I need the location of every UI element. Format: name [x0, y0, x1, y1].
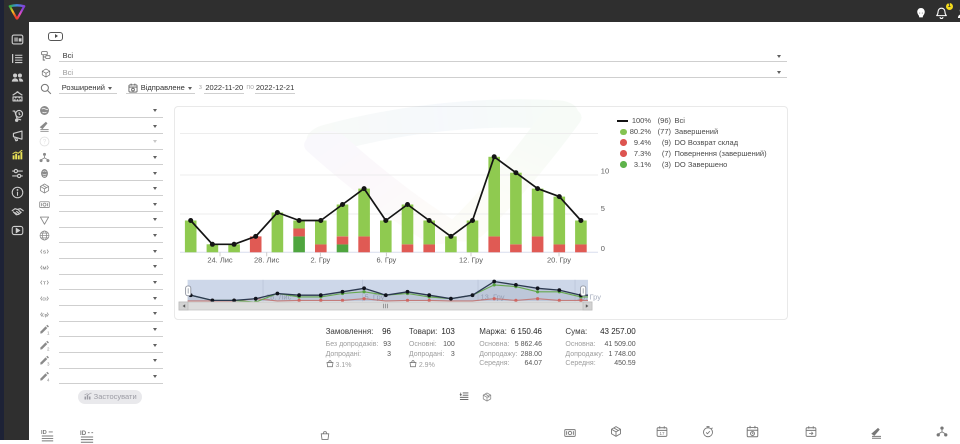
svg-text:12. Гру: 12. Гру	[459, 256, 483, 265]
svg-text:Ct: Ct	[42, 296, 47, 301]
svg-text:17: 17	[659, 431, 665, 436]
svg-text:28. Лис: 28. Лис	[254, 256, 280, 265]
svg-text:28. Лис: 28. Лис	[266, 293, 292, 302]
svg-text:ID: ID	[41, 429, 47, 435]
svg-text:0: 0	[601, 244, 605, 253]
svg-text:M: M	[42, 265, 46, 271]
svg-text:20. Гру: 20. Гру	[547, 256, 571, 265]
svg-text:13. Гру: 13. Гру	[481, 293, 505, 302]
svg-text:6. Гру: 6. Гру	[376, 256, 396, 265]
svg-text:3: 3	[47, 362, 50, 366]
svg-text:?: ?	[42, 139, 46, 146]
svg-text:2. Гру: 2. Гру	[310, 256, 330, 265]
svg-text:5: 5	[601, 204, 605, 213]
svg-text:5. Гру: 5. Гру	[365, 293, 385, 302]
svg-text:2: 2	[47, 346, 50, 350]
svg-text:10: 10	[601, 166, 609, 175]
svg-text:S: S	[42, 249, 46, 255]
svg-text:ID: ID	[80, 430, 87, 437]
svg-text:24. Лис: 24. Лис	[207, 256, 233, 265]
svg-text:4: 4	[47, 378, 50, 382]
svg-text:18. Гру: 18. Гру	[577, 293, 601, 302]
svg-text:T: T	[43, 281, 46, 287]
svg-text:Cp: Cp	[41, 312, 47, 317]
svg-text:1: 1	[47, 331, 50, 335]
